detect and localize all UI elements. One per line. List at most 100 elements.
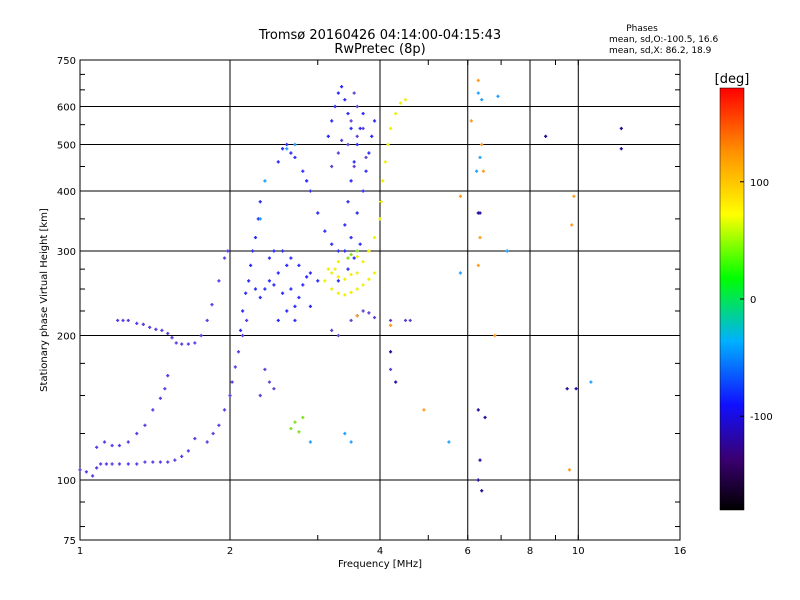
data-point (336, 333, 340, 338)
data-point (458, 271, 463, 275)
data-point (323, 279, 327, 283)
data-point (349, 440, 353, 444)
data-point (230, 380, 234, 384)
data-point (297, 295, 301, 300)
data-point (361, 111, 365, 116)
x-tick-label: 10 (572, 546, 585, 557)
data-point (249, 263, 253, 267)
data-point (372, 235, 377, 240)
data-point (285, 263, 289, 267)
y-tick-label: 300 (57, 247, 76, 258)
colorbar-ticks: 100 0 -100 (740, 178, 773, 423)
data-point (205, 440, 209, 444)
data-point (308, 189, 313, 193)
data-point (289, 287, 293, 291)
data-point (141, 322, 145, 326)
x-tick-label: 16 (674, 546, 687, 557)
data-point (222, 408, 227, 412)
data-point (151, 460, 155, 464)
data-point (378, 217, 382, 221)
data-point (211, 431, 215, 436)
data-point (361, 309, 365, 313)
data-point (247, 279, 251, 283)
data-point (355, 211, 359, 215)
data-point (158, 460, 163, 464)
data-point (250, 249, 255, 253)
data-point (323, 229, 327, 233)
data-point (308, 271, 313, 275)
data-point (370, 134, 374, 138)
data-point (481, 169, 485, 173)
chart-title: Tromsø 20160426 04:14:00-04:15:43 (258, 28, 501, 43)
data-point (336, 260, 340, 264)
data-point (245, 318, 249, 323)
y-axis-label: Stationary phase Virtual Height [km] (39, 208, 50, 392)
data-point (126, 318, 130, 323)
axis-ticks: 1 2 4 6 8 10 16 75 100 200 300 400 500 600 750 (57, 56, 686, 557)
data-point (408, 318, 412, 323)
data-point (166, 374, 170, 378)
data-point (336, 249, 340, 253)
data-point (166, 331, 170, 336)
data-point (619, 147, 623, 151)
data-point (352, 91, 356, 95)
data-point (236, 350, 241, 354)
data-point (480, 98, 484, 102)
data-point (95, 466, 99, 470)
data-point (478, 458, 482, 462)
data-point (349, 179, 353, 183)
data-point (293, 155, 297, 160)
data-point (483, 415, 487, 420)
x-tick-label: 1 (77, 546, 83, 557)
data-point (330, 119, 334, 123)
colorbar-tick-label: -100 (750, 412, 773, 423)
data-point (474, 169, 479, 173)
data-point (78, 468, 82, 472)
data-point (276, 318, 280, 323)
data-point (364, 169, 368, 173)
data-point (102, 440, 107, 444)
data-point (349, 290, 353, 294)
data-point (91, 474, 95, 478)
colorbar-tick-label: 0 (750, 295, 756, 306)
data-point (210, 302, 214, 307)
data-point (84, 470, 88, 474)
data-point (394, 380, 398, 384)
data-point (244, 291, 248, 295)
data-point (372, 315, 377, 320)
x-tick-label: 8 (527, 546, 533, 557)
data-point (572, 194, 576, 198)
data-point (199, 333, 203, 338)
data-point (336, 151, 340, 155)
data-point (293, 318, 297, 323)
data-point (180, 342, 184, 346)
data-point (388, 126, 393, 131)
y-tick-label: 75 (63, 536, 76, 547)
x-tick-label: 4 (377, 546, 383, 557)
data-point (154, 327, 158, 331)
data-point (205, 318, 209, 323)
data-point (267, 279, 272, 283)
data-point (367, 277, 371, 281)
data-point (349, 318, 353, 323)
data-point (135, 462, 139, 466)
data-point (361, 126, 365, 131)
grid-lines (80, 60, 680, 540)
data-point (117, 443, 122, 448)
data-point (349, 252, 353, 257)
data-point (349, 235, 353, 240)
data-point (166, 460, 170, 464)
data-point (186, 342, 190, 346)
data-point (104, 462, 109, 466)
data-point (478, 235, 482, 240)
x-tick-label: 2 (227, 546, 233, 557)
data-point (372, 119, 377, 123)
data-point (346, 142, 350, 147)
data-point (493, 333, 497, 338)
data-point (386, 142, 390, 147)
data-point (496, 94, 500, 98)
chart-subtitle: RwPretec (8p) (334, 42, 425, 57)
data-point (336, 279, 340, 283)
data-point (589, 380, 593, 384)
